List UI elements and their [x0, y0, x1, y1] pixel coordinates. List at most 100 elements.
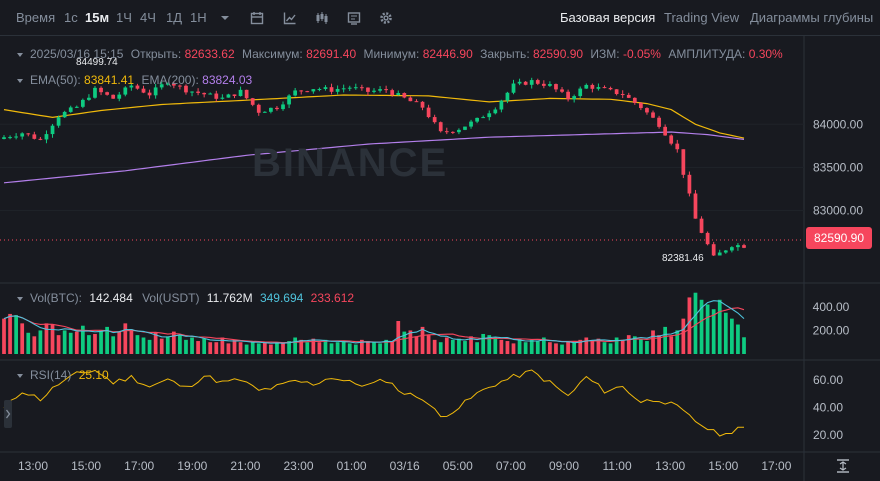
candle-style-icon[interactable] — [315, 11, 329, 25]
collapse-arrow-icon[interactable] — [16, 77, 24, 85]
candle — [432, 114, 437, 124]
candle-body — [699, 218, 704, 233]
candle — [511, 79, 516, 95]
high-value: 82691.40 — [306, 47, 357, 61]
volume-bar — [293, 337, 298, 354]
chart-settings-icon[interactable] — [347, 11, 361, 25]
side-panel-handle[interactable] — [4, 400, 12, 428]
candle-body — [566, 91, 570, 100]
volume-bar — [141, 337, 146, 354]
collapse-arrow-icon[interactable] — [16, 372, 24, 380]
view-basic[interactable]: Базовая версия — [560, 10, 656, 25]
candle-body — [8, 137, 12, 139]
candle-body — [529, 80, 534, 85]
volume-bar — [669, 336, 674, 354]
candle — [62, 110, 67, 118]
volume-bar — [317, 342, 322, 354]
volume-bar — [378, 343, 382, 354]
reset-icon-arrows — [839, 461, 847, 471]
volume-bar — [329, 343, 334, 354]
interval-1d[interactable]: 1Д — [166, 10, 183, 25]
candle — [317, 87, 322, 92]
time-label[interactable]: Время — [16, 10, 56, 25]
volume-bar — [353, 344, 358, 354]
candle — [396, 90, 401, 96]
candle-body — [505, 92, 510, 101]
candle-body — [645, 108, 649, 113]
candle — [651, 110, 655, 119]
volume-bar — [608, 343, 613, 354]
time-tick-label: 03/16 — [390, 459, 420, 473]
view-tradingview[interactable]: Trading View — [664, 10, 740, 25]
interval-15m[interactable]: 15м — [85, 10, 110, 25]
candle — [178, 84, 182, 90]
price-tick-label: 83000.00 — [813, 203, 863, 217]
interval-1h[interactable]: 1Ч — [116, 10, 132, 25]
candle — [608, 86, 613, 91]
price-chart[interactable]: 84000.00 83500.00 83000.00 400.00 200.00 60.0… — [0, 36, 880, 481]
candle — [105, 91, 109, 96]
candle — [341, 84, 346, 93]
candle-body — [705, 232, 710, 245]
candle — [99, 86, 103, 96]
open-value: 82633.62 — [184, 47, 235, 61]
interval-4h[interactable]: 4Ч — [140, 10, 156, 25]
candle-body — [329, 87, 334, 92]
candle-body — [287, 95, 291, 105]
volume-bar — [645, 341, 649, 354]
volume-bar — [554, 343, 558, 354]
view-depth[interactable]: Диаграммы глубины — [750, 10, 874, 25]
reset-scale-icon[interactable] — [837, 459, 849, 473]
volume-bar — [487, 335, 492, 354]
volume-bar — [32, 336, 37, 354]
gear-icon[interactable] — [379, 11, 393, 25]
dropdown-arrow-icon[interactable] — [218, 11, 232, 25]
collapse-arrow-icon[interactable] — [16, 51, 24, 59]
candle-body — [578, 88, 583, 97]
candle-body — [196, 91, 200, 93]
interval-1w[interactable]: 1Н — [190, 10, 207, 25]
volume-bar — [639, 338, 643, 354]
volume-bar — [730, 318, 734, 354]
rsi-legend: RSI(14) 25.10 — [16, 368, 109, 382]
candle-body — [584, 84, 589, 89]
candle-body — [438, 122, 443, 132]
ema50-line — [3, 94, 745, 139]
volume-bar — [311, 338, 316, 354]
volume-bar — [523, 342, 528, 354]
volume-bar — [614, 337, 619, 354]
candle-body — [262, 111, 267, 113]
collapse-arrow-icon[interactable] — [16, 295, 24, 303]
volume-bar — [481, 333, 486, 354]
candle-body — [730, 247, 734, 251]
volume-bar — [117, 331, 122, 354]
candle-body — [293, 90, 298, 96]
interval-1s[interactable]: 1с — [64, 10, 78, 25]
volume-bar — [238, 342, 243, 354]
time-tick-label: 15:00 — [71, 459, 101, 473]
rsi-value: 25.10 — [78, 368, 109, 382]
candle — [693, 189, 698, 219]
volume-bar — [651, 330, 655, 354]
candle — [250, 97, 255, 107]
volume-bar — [511, 343, 516, 354]
volume-bar — [123, 323, 128, 354]
high-label: Максимум: — [241, 47, 303, 61]
candle — [420, 101, 425, 111]
volume-bar — [463, 341, 467, 354]
volume-bar — [657, 335, 661, 354]
indicator-icon[interactable] — [283, 11, 297, 25]
volume-bar — [244, 344, 249, 354]
candle — [705, 231, 710, 246]
ema50-value: 83841.41 — [84, 73, 135, 87]
amplitude-label: АМПЛИТУДА: — [668, 47, 746, 61]
volume-bar — [699, 299, 704, 354]
candle-body — [244, 89, 249, 99]
calendar-icon[interactable] — [250, 11, 264, 25]
candle — [311, 89, 316, 94]
candle-body — [554, 84, 558, 90]
volume-bar — [93, 333, 97, 354]
candle — [68, 105, 73, 113]
candle-body — [463, 126, 467, 130]
candle — [626, 92, 631, 99]
